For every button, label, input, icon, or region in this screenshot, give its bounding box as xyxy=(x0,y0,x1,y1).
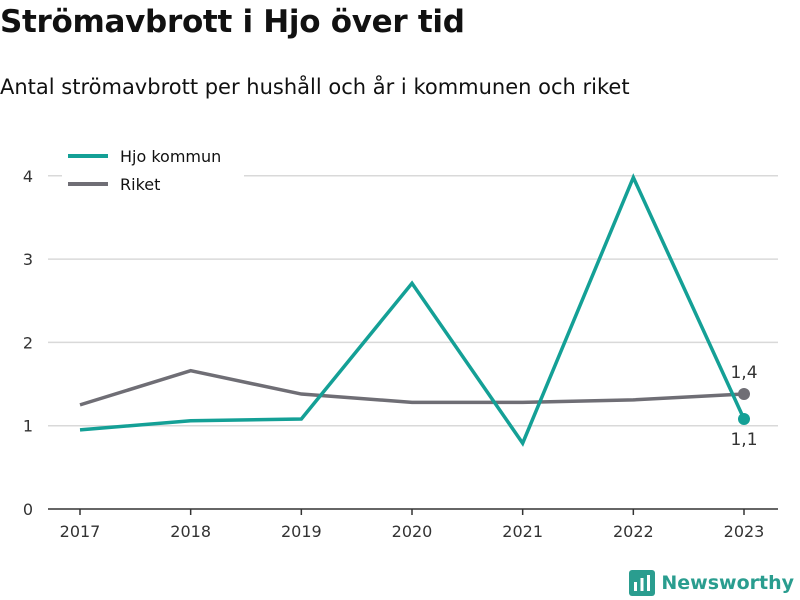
end-point-marker xyxy=(738,388,750,401)
x-tick-label: 2017 xyxy=(60,522,101,541)
x-tick-label: 2022 xyxy=(613,522,654,541)
end-label-riket: 1,4 xyxy=(730,363,757,383)
y-tick-label: 4 xyxy=(23,167,33,186)
legend-label-hjo-kommun: Hjo kommun xyxy=(120,147,221,166)
end-point-marker xyxy=(738,413,750,426)
y-tick-label: 0 xyxy=(23,500,33,519)
brand-logo: Newsworthy xyxy=(629,570,794,596)
x-tick-label: 2021 xyxy=(502,522,543,541)
x-tick-label: 2023 xyxy=(724,522,765,541)
chart-title: Strömavbrott i Hjo över tid xyxy=(0,4,465,40)
series-line-riket xyxy=(79,368,745,407)
y-tick-label: 1 xyxy=(23,417,33,436)
x-tick-label: 2019 xyxy=(281,522,322,541)
end-label-hjo-kommun: 1,1 xyxy=(730,430,757,450)
legend-label-riket: Riket xyxy=(120,175,160,194)
newsworthy-logo-icon xyxy=(629,570,656,596)
y-tick-label: 3 xyxy=(23,250,33,269)
brand-name: Newsworthy xyxy=(661,572,794,594)
legend-box xyxy=(62,142,244,200)
x-tick-label: 2020 xyxy=(392,522,433,541)
x-tick-label: 2018 xyxy=(170,522,211,541)
chart-subtitle: Antal strömavbrott per hushåll och år i … xyxy=(0,75,630,99)
series-line-hjo-kommun xyxy=(79,173,746,447)
y-tick-label: 2 xyxy=(23,333,33,352)
